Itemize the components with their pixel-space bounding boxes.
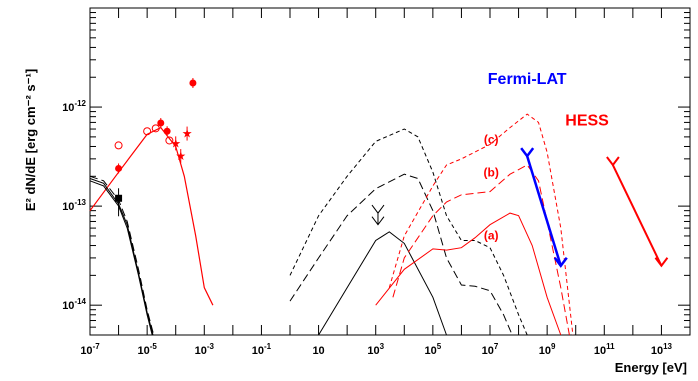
y-tick-label: 10-14	[62, 297, 86, 312]
upper-limit-arrowhead	[371, 204, 385, 214]
data-point-open	[143, 127, 152, 136]
axis-ticks	[89, 7, 691, 336]
model-curve	[89, 178, 154, 336]
upper-limit-arrowhead	[520, 147, 535, 159]
data-point	[157, 119, 165, 127]
x-tick-label: 105	[425, 342, 442, 357]
model-curve	[375, 212, 562, 336]
data-point	[189, 79, 197, 87]
x-tick-label: 103	[367, 342, 384, 357]
data-point-open	[114, 141, 123, 150]
chart-annotation: (a)	[484, 229, 499, 243]
model-curve	[89, 126, 214, 306]
x-tick-label: 10	[312, 345, 324, 357]
model-curve	[318, 231, 447, 336]
x-tick-label: 10-7	[80, 342, 100, 357]
upper-limit-line	[525, 155, 562, 267]
y-tick-label: 10-12	[62, 99, 86, 114]
x-axis-title: Energy [eV]	[615, 360, 687, 375]
upper-limit-arrowhead	[654, 257, 669, 268]
data-point-square	[115, 194, 123, 202]
model-curve	[89, 175, 155, 336]
data-point-star: ★	[170, 136, 181, 150]
x-tick-label: 1013	[651, 342, 673, 357]
upper-limit-arrowhead	[371, 216, 385, 226]
data-point-star: ★	[182, 127, 193, 141]
upper-limit-line	[611, 164, 663, 267]
chart-annotation: (b)	[484, 165, 499, 179]
x-tick-label: 1011	[594, 342, 615, 357]
chart-annotation: HESS	[565, 113, 609, 130]
chart-annotation: (c)	[484, 132, 499, 146]
data-point-star: ★	[175, 149, 186, 163]
upper-limit-arrowhead	[553, 257, 568, 268]
tick-labels: 10-7 10-5 10-3 10-1 10 103 105 107 109 1011 1013 10…	[62, 99, 672, 357]
x-tick-label: 109	[539, 342, 556, 357]
plot-frame	[89, 7, 691, 336]
model-curve	[388, 113, 574, 336]
data-point	[163, 127, 171, 135]
annotations: Fermi-LAT HESS (c) (b) (a)	[484, 71, 610, 242]
data-point-open	[165, 136, 174, 145]
x-tick-label: 10-1	[252, 342, 272, 357]
model-curve	[289, 173, 513, 336]
chart-annotation: Fermi-LAT	[488, 71, 567, 88]
y-axis-title: E² dN/dE [erg cm⁻² s⁻¹]	[23, 69, 38, 211]
x-tick-label: 107	[482, 342, 499, 357]
points-layer: ★★★	[114, 77, 197, 217]
model-curve	[392, 164, 570, 336]
y-tick-label: 10-13	[62, 198, 86, 213]
model-curve	[289, 128, 528, 336]
upper-limit-arrowhead	[606, 156, 620, 167]
x-tick-label: 10-3	[195, 342, 215, 357]
x-tick-label: 10-5	[137, 342, 157, 357]
data-point-open	[151, 124, 160, 133]
data-point	[115, 164, 123, 172]
model-curve	[89, 180, 153, 336]
